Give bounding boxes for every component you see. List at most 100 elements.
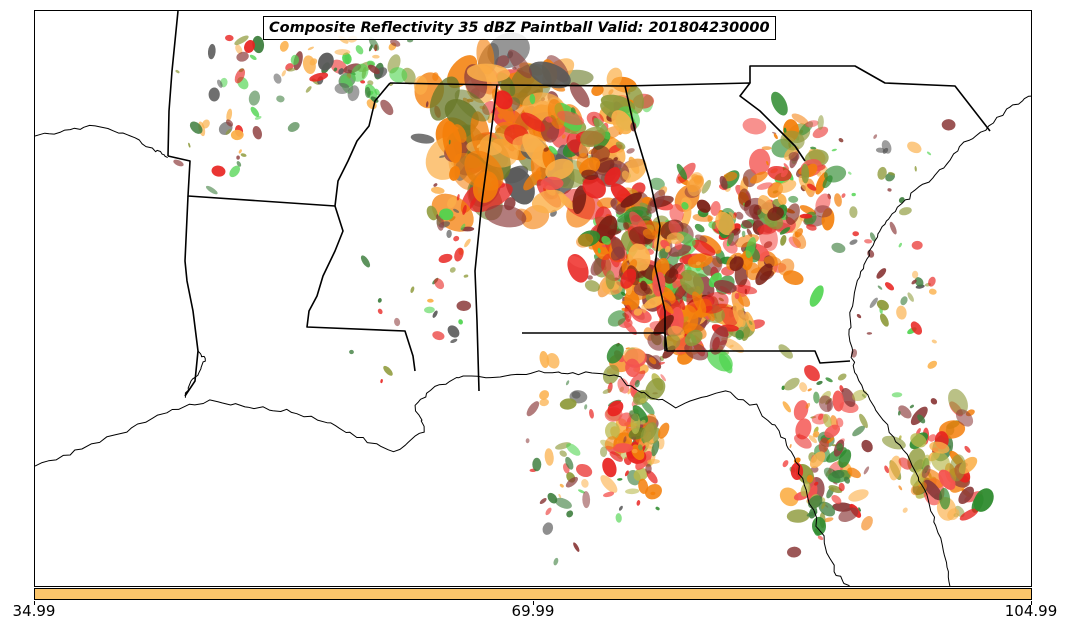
colorbar — [34, 588, 1032, 600]
reflectivity-blob — [973, 488, 994, 512]
reflectivity-blob — [809, 285, 824, 307]
reflectivity-blob — [448, 139, 451, 145]
reflectivity-blob — [567, 254, 589, 283]
reflectivity-blob — [786, 509, 810, 523]
reflectivity-blob — [333, 67, 338, 72]
reflectivity-blob — [816, 380, 823, 385]
reflectivity-blob — [624, 470, 629, 477]
reflectivity-blob — [787, 546, 802, 558]
reflectivity-blob — [810, 146, 817, 150]
reflectivity-blob — [847, 467, 861, 479]
reflectivity-blob — [453, 235, 460, 242]
reflectivity-blob — [559, 398, 577, 410]
reflectivity-blob — [565, 456, 574, 470]
reflectivity-blob — [632, 405, 649, 423]
reflectivity-blob — [410, 133, 435, 144]
reflectivity-blob — [848, 489, 869, 502]
reflectivity-blob — [661, 286, 676, 301]
reflectivity-blob — [508, 49, 532, 79]
reflectivity-blob — [389, 67, 408, 83]
reflectivity-blob — [604, 436, 618, 450]
reflectivity-blob — [873, 134, 878, 139]
reflectivity-blob — [249, 54, 257, 61]
reflectivity-blob — [442, 120, 462, 164]
reflectivity-blob — [773, 133, 778, 140]
reflectivity-blob — [578, 489, 585, 494]
reflectivity-blob — [658, 422, 670, 439]
reflectivity-blob — [713, 279, 737, 294]
reflectivity-blob — [888, 171, 896, 176]
reflectivity-blob — [949, 454, 966, 482]
reflectivity-blob — [849, 239, 858, 245]
reflectivity-blob — [806, 224, 817, 231]
reflectivity-blob — [719, 175, 728, 190]
reflectivity-blob — [723, 171, 738, 182]
reflectivity-blob — [664, 299, 672, 307]
reflectivity-blob — [383, 365, 393, 376]
reflectivity-blob — [573, 542, 580, 552]
reflectivity-blob — [811, 516, 827, 536]
reflectivity-blob — [809, 451, 826, 469]
reflectivity-blob — [646, 458, 660, 465]
reflectivity-blob — [559, 483, 564, 488]
reflectivity-blob — [799, 213, 813, 219]
reflectivity-blob — [858, 507, 861, 512]
reflectivity-blob — [240, 153, 247, 157]
state-border-segment — [167, 11, 179, 157]
reflectivity-blob — [173, 159, 184, 167]
reflectivity-blob — [785, 203, 800, 225]
reflectivity-blob — [529, 93, 536, 105]
reflectivity-blob — [823, 517, 834, 523]
reflectivity-blob — [279, 40, 289, 52]
reflectivity-blob — [566, 443, 581, 456]
reflectivity-blob — [657, 436, 665, 450]
reflectivity-blob — [368, 64, 380, 75]
state-border-segment — [522, 332, 851, 364]
colorbar-label-max: 104.99 — [1004, 602, 1058, 620]
reflectivity-blob — [783, 377, 800, 391]
reflectivity-blob — [287, 68, 296, 72]
reflectivity-blob — [605, 270, 615, 290]
reflectivity-blob — [553, 557, 559, 566]
reflectivity-blob — [959, 508, 979, 521]
reflectivity-blob — [248, 90, 260, 106]
reflectivity-blob — [633, 308, 643, 316]
reflectivity-blob — [374, 88, 380, 96]
reflectivity-blob — [772, 131, 777, 135]
reflectivity-blob — [623, 436, 627, 443]
reflectivity-blob — [545, 116, 553, 123]
reflectivity-blob — [621, 170, 631, 181]
reflectivity-blob — [793, 400, 809, 421]
reflectivity-blob — [791, 113, 809, 125]
reflectivity-blob — [718, 353, 733, 374]
reflectivity-blob — [544, 448, 554, 466]
reflectivity-blob — [669, 203, 684, 223]
reflectivity-blob — [629, 370, 646, 387]
reflectivity-blob — [558, 493, 562, 499]
reflectivity-blob — [431, 186, 445, 194]
reflectivity-blob — [584, 280, 600, 292]
reflectivity-blob — [771, 91, 788, 116]
reflectivity-blob — [884, 465, 890, 474]
reflectivity-blob — [869, 297, 878, 308]
reflectivity-blob — [799, 382, 808, 393]
reflectivity-blob — [225, 119, 234, 127]
reflectivity-blob — [928, 276, 936, 287]
reflectivity-blob — [540, 176, 564, 191]
reflectivity-blob — [751, 267, 763, 274]
reflectivity-blob — [861, 516, 873, 531]
reflectivity-blob — [234, 35, 249, 46]
reflectivity-blob — [466, 63, 511, 83]
reflectivity-blob — [372, 54, 380, 59]
reflectivity-blob — [907, 141, 922, 154]
reflectivity-blob — [641, 400, 655, 416]
reflectivity-blob — [833, 482, 838, 485]
reflectivity-blob — [755, 263, 773, 286]
reflectivity-blob — [547, 492, 558, 504]
reflectivity-blob — [464, 238, 471, 248]
reflectivity-blob — [856, 313, 862, 319]
colorbar-tick-mid — [533, 601, 534, 605]
reflectivity-blob — [782, 460, 789, 468]
reflectivity-blob — [882, 435, 906, 450]
reflectivity-blob — [638, 478, 649, 494]
